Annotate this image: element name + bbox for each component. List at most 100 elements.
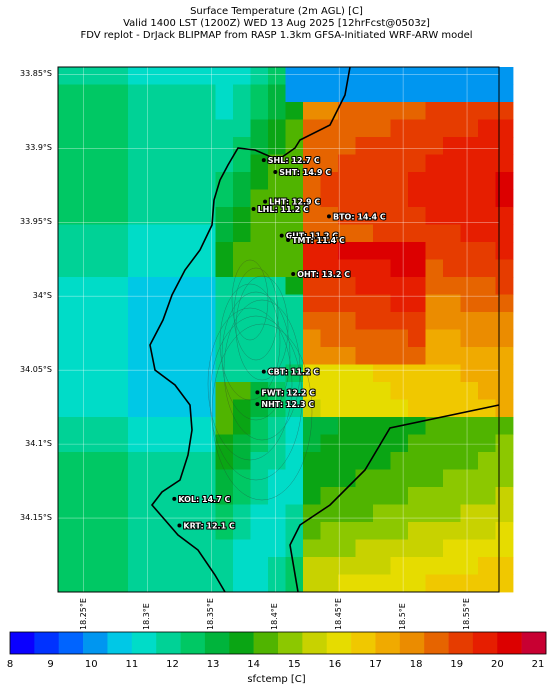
station-dot xyxy=(291,272,296,277)
grid-cell xyxy=(145,574,164,593)
grid-cell xyxy=(233,154,251,173)
grid-cell xyxy=(163,539,181,558)
grid-cell xyxy=(495,434,514,453)
grid-cell xyxy=(110,259,129,278)
grid-cell xyxy=(373,172,391,190)
grid-cell xyxy=(338,189,356,208)
grid-cell xyxy=(215,574,234,593)
grid-cell xyxy=(390,312,409,330)
grid-cell xyxy=(338,347,356,365)
grid-cell xyxy=(320,119,339,138)
grid-cell xyxy=(128,452,146,470)
grid-cell xyxy=(58,84,76,103)
grid-cell xyxy=(478,277,496,295)
grid-cell xyxy=(478,67,496,85)
grid-cell xyxy=(495,574,514,593)
colorbar-swatch xyxy=(278,632,303,654)
latitude-label: 34.15°S xyxy=(20,513,52,523)
grid-cell xyxy=(443,557,461,575)
grid-cell xyxy=(320,364,339,383)
grid-cell xyxy=(408,434,426,453)
grid-cell xyxy=(443,382,461,400)
grid-cell xyxy=(58,277,76,295)
grid-cell xyxy=(163,382,181,400)
grid-cell xyxy=(355,417,374,435)
grid-cell xyxy=(320,172,339,190)
grid-cell xyxy=(425,504,444,523)
grid-cell xyxy=(408,207,426,225)
grid-cell xyxy=(355,364,374,383)
grid-cell xyxy=(180,469,199,488)
grid-cell xyxy=(180,364,199,383)
grid-cell xyxy=(355,102,374,120)
contour-line xyxy=(231,259,269,341)
grid-cell xyxy=(478,102,496,120)
grid-cell xyxy=(163,434,181,453)
grid-cell xyxy=(250,329,269,348)
grid-cell xyxy=(425,364,444,383)
grid-cell xyxy=(303,189,321,208)
title-line-1: Surface Temperature (2m AGL) [C] xyxy=(190,6,363,17)
grid-cell xyxy=(373,539,391,558)
grid-cell xyxy=(250,172,269,190)
grid-cell xyxy=(75,469,94,488)
grid-cell xyxy=(215,522,234,540)
grid-cell xyxy=(145,277,164,295)
grid-cell xyxy=(75,67,94,85)
grid-cell xyxy=(268,329,286,348)
grid-cell xyxy=(285,329,304,348)
grid-cell xyxy=(425,84,444,103)
grid-cell xyxy=(460,277,479,295)
grid-cell xyxy=(250,469,269,488)
grid-cell xyxy=(75,364,94,383)
grid-cell xyxy=(110,469,129,488)
grid-cell xyxy=(180,189,199,208)
grid-cell xyxy=(320,102,339,120)
grid-cell xyxy=(390,137,409,155)
grid-cell xyxy=(163,574,181,593)
grid-cell xyxy=(215,469,234,488)
grid-cell xyxy=(443,259,461,278)
grid-cell xyxy=(75,172,94,190)
grid-cell xyxy=(460,504,479,523)
grid-cell xyxy=(128,487,146,505)
grid-cell xyxy=(478,189,496,208)
grid-cell xyxy=(495,329,514,348)
grid-cell xyxy=(128,399,146,418)
grid-cell xyxy=(110,487,129,505)
grid-cell xyxy=(285,452,304,470)
colorbar-swatch xyxy=(83,632,108,654)
colorbar-swatch xyxy=(253,632,279,654)
grid-cell xyxy=(390,452,409,470)
grid-cell xyxy=(268,434,286,453)
grid-cell xyxy=(250,67,269,85)
grid-cell xyxy=(180,259,199,278)
grid-cell xyxy=(215,487,234,505)
grid-cell xyxy=(268,172,286,190)
grid-cell xyxy=(268,452,286,470)
grid-cell xyxy=(215,347,234,365)
grid-cell xyxy=(58,312,76,330)
colorbar-swatch xyxy=(521,632,547,654)
grid-cell xyxy=(443,172,461,190)
grid-cell xyxy=(163,277,181,295)
grid-cell xyxy=(93,67,111,85)
grid-cell xyxy=(93,312,111,330)
grid-cell xyxy=(58,242,76,260)
grid-cell xyxy=(408,189,426,208)
grid-cell xyxy=(58,329,76,348)
colorbar-tick-label: 8 xyxy=(6,659,14,670)
grid-cell xyxy=(495,294,514,313)
grid-cell xyxy=(303,84,321,103)
grid-cell xyxy=(495,469,514,488)
grid-cell xyxy=(443,487,461,505)
grid-cell xyxy=(110,119,129,138)
grid-cell xyxy=(58,399,76,418)
grid-cell xyxy=(268,119,286,138)
grid-cell xyxy=(215,242,234,260)
grid-cell xyxy=(110,417,129,435)
grid-cell xyxy=(250,84,269,103)
station-dot xyxy=(251,206,256,211)
grid-cell xyxy=(233,574,251,593)
grid-cell xyxy=(233,417,251,435)
